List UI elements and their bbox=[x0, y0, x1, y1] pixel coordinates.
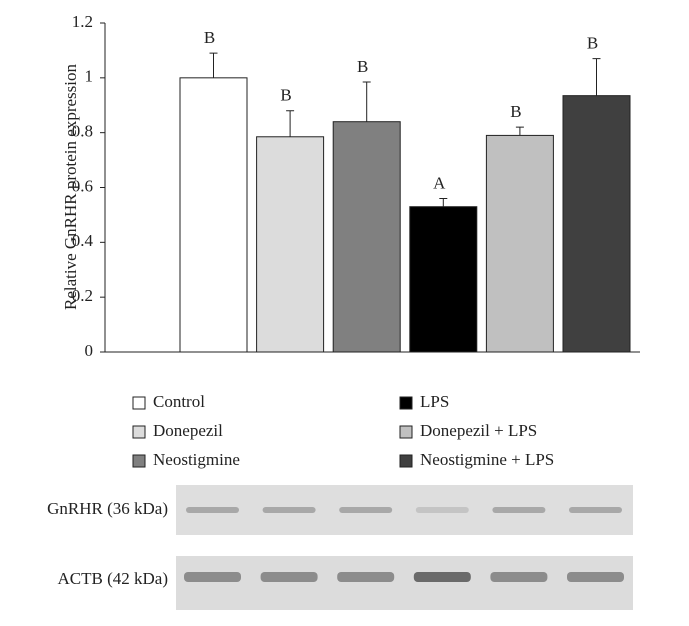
legend-swatch bbox=[399, 425, 413, 439]
blot-band bbox=[186, 507, 239, 513]
legend-label: Donepezil + LPS bbox=[420, 421, 537, 440]
error-bar bbox=[209, 52, 218, 78]
bar bbox=[485, 134, 554, 353]
y-tick-label: 1.2 bbox=[72, 12, 93, 31]
error-bar bbox=[515, 126, 524, 136]
bar bbox=[179, 77, 248, 353]
legend-swatch bbox=[132, 425, 146, 439]
error-bar bbox=[286, 110, 295, 137]
blot-panel bbox=[176, 556, 633, 610]
blot-band bbox=[184, 572, 241, 582]
significance-label: B bbox=[204, 28, 215, 47]
legend-label: LPS bbox=[420, 392, 449, 411]
blot-band bbox=[413, 572, 471, 582]
legend-swatch bbox=[132, 396, 146, 410]
significance-label: B bbox=[587, 34, 598, 53]
y-tick-label: 1 bbox=[85, 67, 94, 86]
bar bbox=[562, 95, 631, 353]
blot-band bbox=[339, 507, 393, 513]
legend-swatch bbox=[132, 454, 146, 468]
blot-band bbox=[415, 507, 469, 513]
legend-swatch bbox=[399, 454, 413, 468]
bar bbox=[409, 206, 478, 353]
blot-band bbox=[260, 572, 318, 582]
error-bar bbox=[439, 197, 448, 207]
y-tick-label: 0 bbox=[85, 341, 94, 360]
significance-label: B bbox=[280, 86, 291, 105]
legend-label: Neostigmine + LPS bbox=[420, 450, 554, 469]
error-bar bbox=[362, 81, 371, 122]
y-tick-label: 0.6 bbox=[72, 176, 93, 195]
error-bar bbox=[592, 58, 601, 96]
legend-swatch bbox=[399, 396, 413, 410]
legend-label: Donepezil bbox=[153, 421, 223, 440]
blot-label: GnRHR (36 kDa) bbox=[47, 499, 168, 518]
blot-band bbox=[262, 507, 316, 513]
blot-band bbox=[337, 572, 395, 582]
y-tick-label: 0.8 bbox=[72, 122, 93, 141]
blot-panel bbox=[176, 485, 633, 535]
bar bbox=[256, 136, 325, 353]
y-tick-label: 0.2 bbox=[72, 286, 93, 305]
blot-band bbox=[492, 507, 546, 513]
blot-band bbox=[567, 572, 624, 582]
blot-label: ACTB (42 kDa) bbox=[58, 569, 168, 588]
significance-label: B bbox=[510, 102, 521, 121]
bar bbox=[332, 121, 401, 353]
y-tick-label: 0.4 bbox=[72, 231, 94, 250]
legend-label: Control bbox=[153, 392, 205, 411]
y-axis-label: Relative GnRHR protein expression bbox=[61, 64, 80, 310]
blot-band bbox=[569, 507, 622, 513]
legend-label: Neostigmine bbox=[153, 450, 240, 469]
significance-label: B bbox=[357, 57, 368, 76]
significance-label: A bbox=[433, 173, 446, 192]
blot-band bbox=[490, 572, 548, 582]
